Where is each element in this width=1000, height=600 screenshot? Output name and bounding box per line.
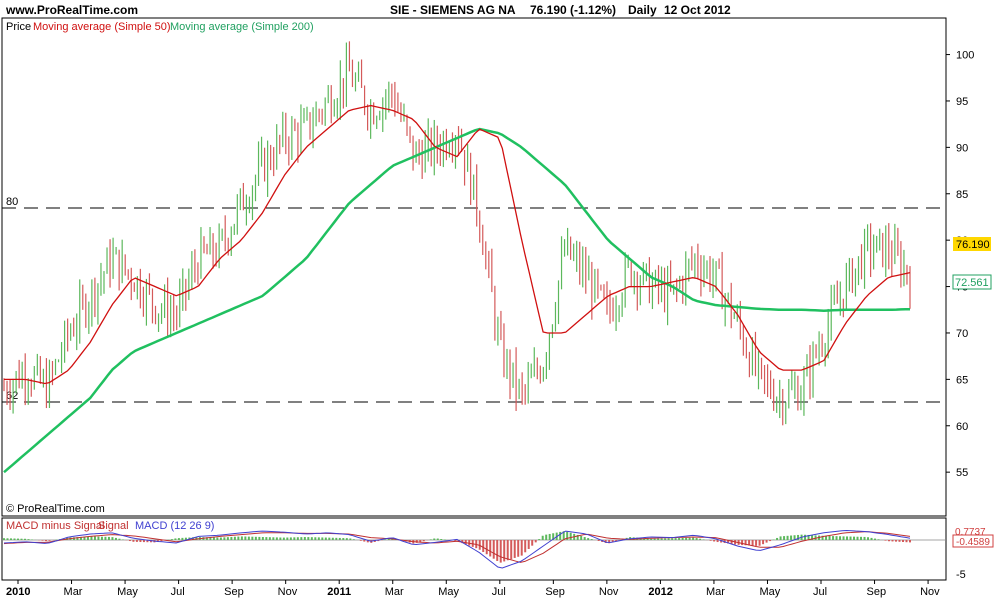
time-tick-label: Nov [278, 586, 298, 598]
price-panel [1, 17, 947, 517]
macd-legend-hist: MACD minus Signal [6, 520, 104, 532]
time-tick-label: Jul [492, 586, 506, 598]
price-bars [3, 41, 911, 426]
time-tick-label: Sep [224, 586, 244, 598]
macd-pos-label: 0.7737 [955, 527, 986, 538]
macd-neg-label: -0.4589 [956, 537, 990, 548]
level-label-62: 62 [6, 390, 18, 402]
last-price-badge [953, 237, 991, 251]
date-text: 12 Oct 2012 [664, 3, 731, 17]
ma200-label: 72.561 [955, 277, 989, 289]
time-tick-label: May [759, 586, 780, 598]
time-tick-label: 2011 [327, 586, 351, 598]
macd-legend-macd: MACD (12 26 9) [135, 520, 214, 532]
instrument-title: SIE - SIEMENS AG NA [390, 3, 516, 17]
price-axis: 100959085807570656055 [946, 50, 974, 479]
time-tick-label: 2012 [648, 586, 672, 598]
macd-neg-badge [952, 534, 994, 548]
price-tick-label: 90 [956, 142, 968, 154]
legend-ma50: Moving average (Simple 50) [33, 21, 171, 33]
time-tick-label: May [117, 586, 138, 598]
level-label-80: 80 [6, 196, 18, 208]
legend-ma200: Moving average (Simple 200) [170, 21, 314, 33]
time-tick-label: Sep [545, 586, 565, 598]
time-tick-label: Sep [867, 586, 887, 598]
legend-price: Price [6, 21, 31, 33]
time-tick-label: 2010 [6, 586, 30, 598]
price-tick-label: 60 [956, 421, 968, 433]
price-tick-label: 95 [956, 96, 968, 108]
watermark: © ProRealTime.com [6, 503, 105, 515]
macd-main-line [3, 529, 911, 569]
time-axis: 2010 Mar May Jul Sep Nov 2011 Mar May Jul Sep Nov 20… [6, 580, 940, 598]
price-tick-label: 100 [956, 50, 974, 62]
price-tick-label: 65 [956, 374, 968, 386]
time-tick-label: Nov [920, 586, 940, 598]
price-tick-label: 70 [956, 328, 968, 340]
period-text: Daily [628, 3, 657, 17]
last-price-label: 76.190 [956, 239, 990, 251]
price-tick-label: 55 [956, 467, 968, 479]
time-tick-label: Mar [64, 586, 83, 598]
ma200-badge [952, 274, 992, 290]
time-tick-label: Jul [171, 586, 185, 598]
quote-text: 76.190 (-1.12%) [530, 3, 616, 17]
macd-tick-neg5: -5 [956, 569, 966, 581]
time-tick-label: May [438, 586, 459, 598]
ma50-line [4, 104, 911, 385]
price-tick-label: 85 [956, 189, 968, 201]
macd-signal-line [3, 531, 911, 563]
time-tick-label: Mar [385, 586, 404, 598]
site-name[interactable]: www.ProRealTime.com [5, 3, 138, 17]
ma200-line [3, 127, 911, 474]
macd-legend-signal: Signal [98, 520, 129, 532]
time-tick-label: Nov [599, 586, 619, 598]
time-tick-label: Jul [813, 586, 827, 598]
time-tick-label: Mar [706, 586, 725, 598]
